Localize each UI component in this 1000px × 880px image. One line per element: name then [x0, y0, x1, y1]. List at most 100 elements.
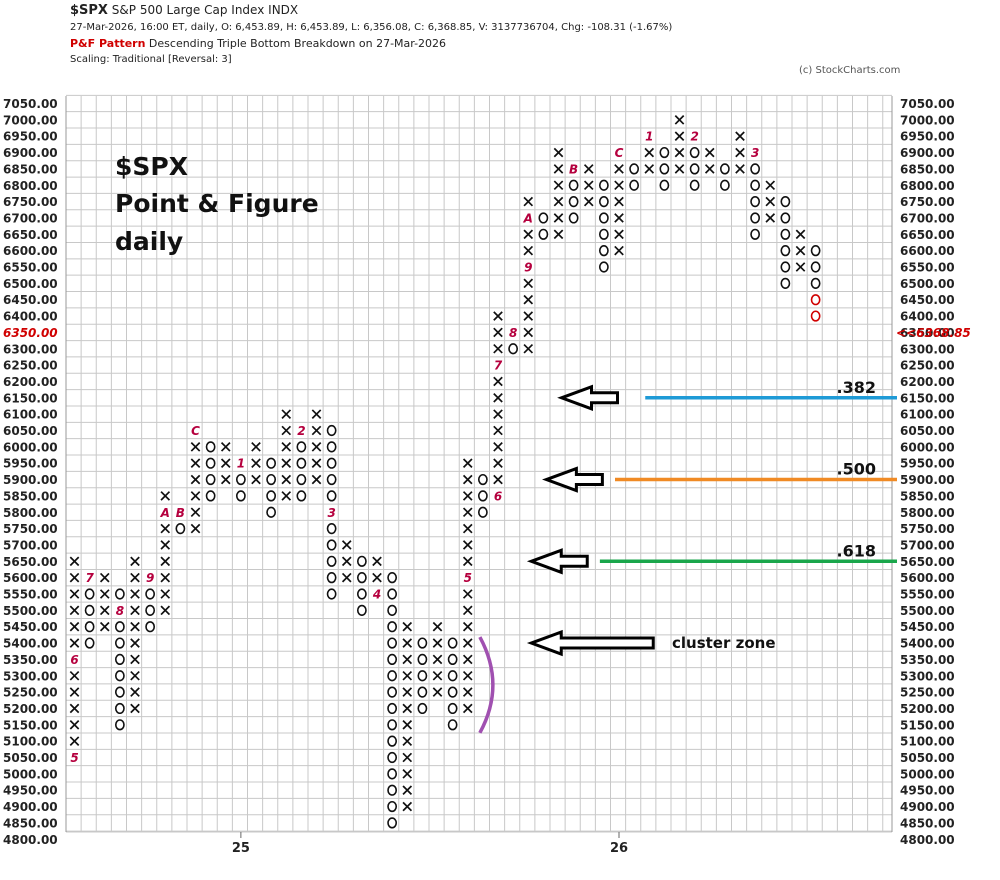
- x-mark: [341, 556, 352, 567]
- x-mark: [462, 654, 473, 665]
- x-mark: [704, 147, 715, 158]
- x-stroke: [614, 196, 624, 207]
- month-marker: C: [191, 424, 200, 438]
- x-mark: [190, 507, 201, 518]
- x-stroke: [493, 442, 503, 452]
- o-mark: [417, 702, 428, 715]
- x-mark: [402, 638, 413, 648]
- month-marker: 6: [494, 489, 502, 503]
- o-mark: [447, 719, 458, 731]
- x-mark: [462, 556, 473, 567]
- x-stroke: [462, 556, 473, 567]
- month-marker: A: [523, 211, 533, 225]
- x-stroke: [220, 442, 231, 452]
- y-tick-label-left: 5500.00: [3, 604, 58, 618]
- x-stroke: [311, 409, 322, 419]
- o-mark: [538, 228, 549, 240]
- y-tick-label-left: 5150.00: [3, 718, 58, 732]
- x-mark: [432, 670, 443, 681]
- x-stroke: [765, 180, 776, 191]
- year-label: 25: [232, 841, 250, 856]
- o-mark: [810, 277, 821, 289]
- o-mark: [387, 800, 398, 813]
- x-stroke: [251, 442, 261, 452]
- x-stroke: [765, 213, 776, 223]
- o-mark: [750, 212, 761, 224]
- x-mark: [99, 621, 110, 632]
- o-mark: [598, 228, 609, 240]
- y-tick-label-left: 6150.00: [3, 391, 58, 405]
- x-mark: [704, 164, 715, 174]
- y-tick-label-right: 5650.00: [900, 555, 955, 569]
- o-mark: [598, 179, 609, 191]
- x-mark: [553, 213, 564, 223]
- y-tick-label-left: 6550.00: [3, 261, 58, 275]
- o-mark: [598, 245, 609, 257]
- x-stroke: [69, 736, 80, 746]
- x-stroke: [402, 785, 413, 796]
- x-mark: [160, 540, 171, 550]
- x-mark: [583, 180, 594, 191]
- x-mark: [462, 540, 473, 550]
- x-mark: [130, 605, 140, 616]
- x-mark: [190, 523, 201, 534]
- x-stroke: [523, 327, 534, 338]
- x-stroke: [523, 245, 534, 256]
- y-tick-label-left: 6800.00: [3, 179, 58, 193]
- x-stroke: [220, 458, 231, 469]
- pattern-line: P&F Pattern Descending Triple Bottom Bre…: [70, 37, 446, 50]
- o-mark: [810, 261, 821, 273]
- o-mark: [417, 686, 428, 698]
- y-tick-label-left: 6300.00: [3, 342, 58, 356]
- month-marker: 2: [690, 130, 698, 144]
- o-mark: [417, 637, 428, 649]
- o-mark: [477, 473, 488, 486]
- o-mark: [598, 212, 609, 224]
- x-mark: [553, 196, 564, 207]
- month-marker: 4: [372, 588, 381, 602]
- y-tick-label-left: 5750.00: [3, 522, 58, 536]
- x-mark: [674, 115, 685, 125]
- x-stroke: [704, 147, 715, 158]
- x-stroke: [462, 605, 473, 616]
- y-tick-label-left: 5950.00: [3, 457, 58, 471]
- x-mark: [69, 670, 80, 681]
- x-mark: [493, 327, 503, 338]
- o-mark: [114, 653, 125, 666]
- y-tick-label-left: 6200.00: [3, 375, 58, 389]
- x-stroke: [130, 589, 140, 599]
- o-mark: [568, 196, 579, 208]
- x-mark: [432, 621, 443, 632]
- y-tick-label-right: 7050.00: [900, 97, 955, 111]
- o-mark: [629, 179, 640, 191]
- x-stroke: [99, 621, 110, 632]
- x-stroke: [99, 589, 110, 599]
- o-mark: [750, 179, 761, 191]
- month-marker: 5: [70, 751, 78, 765]
- x-mark: [130, 703, 140, 714]
- o-mark: [780, 228, 791, 240]
- x-stroke: [462, 523, 473, 534]
- x-mark: [402, 719, 413, 730]
- x-stroke: [523, 229, 534, 240]
- o-mark: [296, 490, 307, 502]
- x-stroke: [69, 703, 80, 714]
- x-stroke: [765, 196, 776, 207]
- x-mark: [341, 540, 352, 550]
- y-tick-label-right: 6200.00: [900, 375, 955, 389]
- o-mark: [387, 702, 398, 715]
- x-mark: [553, 147, 564, 158]
- annotation-arrow: [526, 629, 655, 657]
- exchange-label: INDX: [268, 3, 299, 17]
- y-tick-label-right: 5150.00: [900, 718, 955, 732]
- x-mark: [130, 654, 140, 665]
- cluster-bracket: [478, 636, 495, 734]
- x-stroke: [130, 605, 140, 616]
- o-mark: [84, 604, 95, 616]
- x-stroke: [341, 540, 352, 550]
- o-mark: [326, 539, 337, 551]
- y-tick-label-right: 6700.00: [900, 211, 955, 225]
- o-mark: [296, 473, 307, 486]
- x-stroke: [432, 638, 443, 648]
- x-mark: [402, 785, 413, 796]
